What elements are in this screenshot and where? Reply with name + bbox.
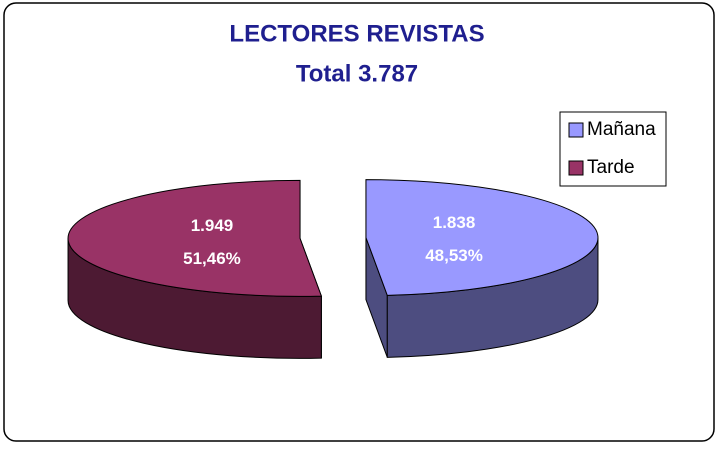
slice xyxy=(365,179,599,296)
chart-subtitle: Total 3.787 xyxy=(296,60,418,87)
percent-label: 51,46% xyxy=(183,249,241,268)
chart-title: LECTORES REVISTAS xyxy=(229,20,484,47)
data-label: 1.949 xyxy=(191,216,234,235)
legend-swatch xyxy=(568,160,584,176)
percent-label: 48,53% xyxy=(425,246,483,265)
data-label: 1.838 xyxy=(433,213,476,232)
legend-label: Tarde xyxy=(587,157,635,178)
legend-swatch xyxy=(568,122,584,138)
slice xyxy=(67,179,323,297)
legend-label: Mañana xyxy=(587,119,656,140)
